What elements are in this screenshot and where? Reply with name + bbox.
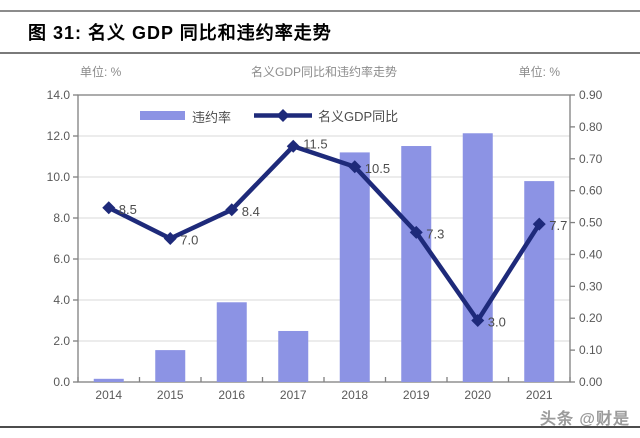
top-divider	[0, 10, 640, 12]
bar-2016	[216, 302, 247, 382]
x-axis-label: 2014	[95, 388, 122, 402]
chart-inner-title: 名义GDP同比和违约率走势	[251, 64, 397, 79]
left-axis-label: 8.0	[53, 211, 70, 225]
left-axis-label: 0.0	[53, 375, 70, 389]
gdp-default-rate-chart: 单位: % 名义GDP同比和违约率走势 单位: % 0.0 2.0 4.0 6.0 8.0 10…	[47, 64, 603, 402]
watermark: 头条 @财是	[539, 411, 630, 428]
line-marker-2020	[471, 314, 485, 327]
left-axis-label: 2.0	[53, 334, 70, 348]
line-marker-2017	[286, 139, 300, 153]
unit-label-right: 单位: %	[519, 64, 561, 79]
line-marker-2018	[348, 160, 362, 174]
bar-2020	[462, 133, 493, 382]
line-marker-2021	[532, 217, 546, 231]
bar-2019	[401, 146, 432, 382]
right-axis-label: 0.70	[579, 152, 603, 166]
legend-bar-swatch	[140, 111, 185, 120]
right-axis-label: 0.80	[579, 120, 603, 134]
x-axis-label: 2020	[464, 388, 491, 402]
right-axis-label: 0.40	[579, 247, 603, 261]
data-label-2017: 11.5	[303, 136, 327, 151]
data-label-2015: 7.0	[180, 233, 198, 248]
left-axis-label: 14.0	[47, 88, 71, 102]
data-label-2020: 3.0	[488, 315, 506, 330]
line-marker-2015	[163, 232, 177, 245]
x-axis-label: 2015	[157, 388, 184, 402]
line-marker-2019	[409, 225, 423, 239]
data-label-2018: 10.5	[365, 161, 390, 176]
line-marker-2016	[225, 203, 239, 217]
figure-title: 图 31: 名义 GDP 同比和违约率走势	[28, 23, 332, 43]
chart-area: 单位: % 名义GDP同比和违约率走势 单位: % 0.0 2.0 4.0 6.0 8.0 10…	[0, 58, 640, 418]
x-axis-label: 2016	[218, 388, 245, 402]
bar-2015	[155, 350, 186, 382]
left-axis-label: 6.0	[53, 252, 70, 266]
bar-2021	[524, 181, 555, 382]
right-axis-label: 0.30	[579, 279, 603, 293]
bar-2014	[93, 378, 124, 382]
data-label-2021: 7.7	[549, 218, 567, 233]
right-axis-label: 0.50	[579, 216, 603, 230]
bottom-divider	[0, 426, 640, 428]
right-axis-label: 0.20	[579, 311, 603, 325]
bar-2017	[278, 330, 309, 382]
left-axis-label: 10.0	[47, 170, 71, 184]
left-axis-label: 12.0	[47, 129, 71, 143]
x-axis-label: 2019	[403, 388, 430, 402]
data-label-2019: 7.3	[426, 226, 444, 241]
legend-label-default-rate: 违约率	[192, 110, 231, 125]
x-axis-label: 2018	[341, 388, 368, 402]
right-axis-label: 0.00	[579, 375, 603, 389]
legend-label-gdp: 名义GDP同比	[318, 109, 398, 124]
data-label-2014: 8.5	[119, 202, 137, 217]
title-divider	[0, 52, 640, 54]
unit-label-left: 单位: %	[80, 64, 122, 79]
bar-2018	[339, 152, 370, 382]
right-axis-label: 0.90	[579, 88, 603, 102]
left-axis-label: 4.0	[53, 293, 70, 307]
data-label-2016: 8.4	[242, 204, 260, 219]
line-marker-2014	[102, 201, 116, 215]
right-axis-label: 0.10	[579, 343, 603, 357]
x-axis-label: 2017	[280, 388, 307, 402]
legend-line-marker	[276, 109, 290, 122]
gdp-line	[107, 144, 542, 323]
x-axis-label: 2021	[526, 388, 553, 402]
right-axis-label: 0.60	[579, 184, 603, 198]
